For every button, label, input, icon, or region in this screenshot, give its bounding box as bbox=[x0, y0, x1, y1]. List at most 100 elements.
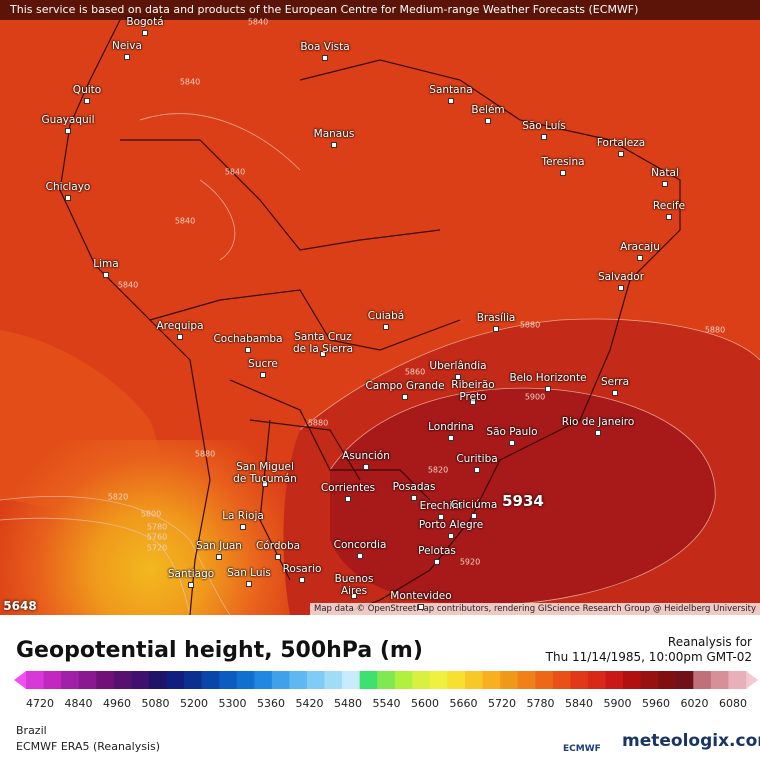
city-label: Buenos Aires bbox=[334, 573, 374, 597]
city-marker bbox=[275, 554, 281, 560]
city-marker bbox=[65, 128, 71, 134]
colorbar-tick-label: 5960 bbox=[642, 697, 670, 710]
city-label: Arequipa bbox=[156, 320, 204, 332]
high-core bbox=[330, 388, 716, 606]
region: Brazil bbox=[16, 724, 47, 737]
colorbar-cell bbox=[254, 671, 273, 689]
city-marker bbox=[351, 593, 357, 599]
city-label: Córdoba bbox=[255, 540, 301, 552]
city-marker bbox=[595, 430, 601, 436]
city-label: Concordia bbox=[333, 539, 387, 551]
city-marker bbox=[637, 255, 643, 261]
contour-label: 5840 bbox=[179, 77, 201, 87]
map: This service is based on data and produc… bbox=[0, 0, 760, 615]
colorbar-cell bbox=[535, 671, 554, 689]
city-label: Criciúma bbox=[450, 499, 498, 511]
colorbar-cell bbox=[236, 671, 255, 689]
colorbar-cell bbox=[517, 671, 536, 689]
colorbar-cell bbox=[377, 671, 396, 689]
colorbar-tick-label: 4960 bbox=[103, 697, 131, 710]
city-marker bbox=[345, 496, 351, 502]
low-area bbox=[0, 440, 330, 615]
contour-label: 5880 bbox=[194, 449, 216, 459]
city-label: Londrina bbox=[428, 421, 474, 433]
city-marker bbox=[245, 347, 251, 353]
ecmwf-logo: ECMWF bbox=[563, 744, 601, 754]
city-marker bbox=[448, 98, 454, 104]
city-marker bbox=[216, 554, 222, 560]
city-marker bbox=[618, 285, 624, 291]
city-marker bbox=[493, 326, 499, 332]
colorbar-cell bbox=[342, 671, 361, 689]
contour-label: 5720 bbox=[146, 543, 168, 553]
city-label: San Miguel de Tucumán bbox=[233, 461, 297, 485]
colorbar bbox=[14, 671, 758, 689]
city-marker bbox=[240, 524, 246, 530]
colorbar-cell bbox=[675, 671, 694, 689]
colorbar-cell bbox=[746, 671, 758, 689]
colorbar-cell bbox=[710, 671, 729, 689]
colorbar-cell bbox=[113, 671, 132, 689]
city-label: São Paulo bbox=[486, 426, 538, 438]
city-label: Fortaleza bbox=[596, 137, 646, 149]
colorbar-cell bbox=[394, 671, 413, 689]
contour-label: 5860 bbox=[404, 367, 426, 377]
contour-label: 5840 bbox=[174, 216, 196, 226]
city-marker bbox=[103, 272, 109, 278]
contours bbox=[0, 113, 760, 615]
city-label: Cuiabá bbox=[367, 310, 405, 322]
city-marker bbox=[84, 98, 90, 104]
run-label: Reanalysis for bbox=[667, 635, 752, 649]
colorbar-cell bbox=[640, 671, 659, 689]
city-label: Belém bbox=[471, 104, 505, 116]
city-label: Santa Cruz de la Sierra bbox=[292, 331, 354, 355]
city-label: Chiclayo bbox=[45, 181, 91, 193]
city-marker bbox=[434, 559, 440, 565]
contour-label: 5800 bbox=[140, 509, 162, 519]
city-marker bbox=[509, 440, 515, 446]
colorbar-tick-label: 5480 bbox=[334, 697, 362, 710]
city-label: Boa Vista bbox=[300, 41, 350, 53]
city-marker bbox=[448, 533, 454, 539]
contour-label: 5760 bbox=[146, 532, 168, 542]
contour-label: 5820 bbox=[427, 465, 449, 475]
city-marker bbox=[177, 334, 183, 340]
colorbar-cell bbox=[78, 671, 97, 689]
colorbar-cell bbox=[184, 671, 203, 689]
colorbar-cell bbox=[43, 671, 62, 689]
city-label: Aracaju bbox=[620, 241, 660, 253]
map-canvas bbox=[0, 0, 760, 615]
city-marker bbox=[331, 142, 337, 148]
city-label: San Juan bbox=[196, 540, 242, 552]
city-marker bbox=[402, 394, 408, 400]
city-marker bbox=[246, 581, 252, 587]
colorbar-cell bbox=[412, 671, 431, 689]
city-marker bbox=[618, 151, 624, 157]
colorbar-cell bbox=[605, 671, 624, 689]
colorbar-cell bbox=[728, 671, 747, 689]
colorbar-tick-label: 5660 bbox=[449, 697, 478, 710]
colorbar-tick-label: 5360 bbox=[257, 697, 285, 710]
colorbar-tick-label: 5840 bbox=[565, 697, 593, 710]
city-marker bbox=[662, 181, 668, 187]
city-label: Rio de Janeiro bbox=[561, 416, 635, 428]
borders bbox=[59, 19, 681, 615]
colorbar-cell bbox=[14, 671, 26, 689]
colorbar-cell bbox=[623, 671, 642, 689]
colorbar-cell bbox=[465, 671, 484, 689]
colorbar-tick-label: 5080 bbox=[141, 697, 170, 710]
city-label: Curitiba bbox=[456, 453, 498, 465]
min-label: 5648 bbox=[3, 599, 37, 613]
city-marker bbox=[438, 514, 444, 520]
city-marker bbox=[471, 513, 477, 519]
colorbar-cell bbox=[500, 671, 519, 689]
city-marker bbox=[322, 55, 328, 61]
colorbar-cell bbox=[61, 671, 80, 689]
colorbar-cell bbox=[570, 671, 589, 689]
city-marker bbox=[124, 54, 130, 60]
colorbar-cell bbox=[201, 671, 220, 689]
city-label: Rosario bbox=[282, 563, 322, 575]
city-marker bbox=[65, 195, 71, 201]
run-date: Thu 11/14/1985, 10:00pm GMT-02 bbox=[545, 650, 752, 664]
